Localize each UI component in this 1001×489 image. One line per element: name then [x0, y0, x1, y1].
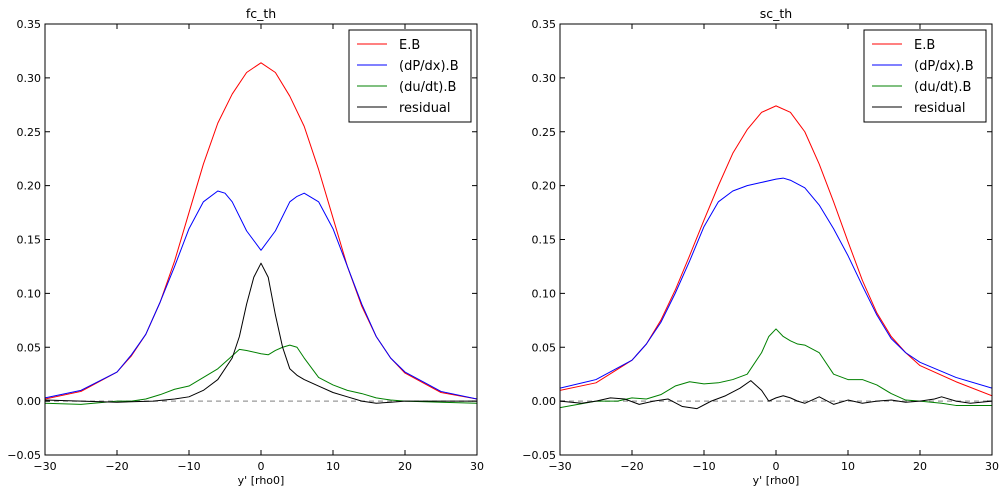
- series-group: [560, 105, 992, 410]
- legend-label: (dP/dx).B: [399, 59, 459, 74]
- y-tick-label: 0.30: [17, 72, 42, 85]
- x-tick-label: 30: [985, 460, 999, 473]
- x-tick-label: 10: [841, 460, 855, 473]
- y-tick-label: 0.00: [532, 395, 557, 408]
- series-line-3: [45, 344, 477, 405]
- x-tick-label: −20: [105, 460, 128, 473]
- y-tick-label: 0.10: [17, 287, 42, 300]
- series-line-4: [560, 380, 992, 410]
- x-tick-label: −20: [620, 460, 643, 473]
- legend-label: (du/dt).B: [399, 80, 456, 95]
- series-line-2: [45, 190, 477, 400]
- y-tick-label: 0.05: [532, 341, 557, 354]
- chart-panel-1: −30 −20 −10 0 10 20 30 −0.05 0.00 0.05 0.10 0.15 0.2…: [7, 6, 484, 487]
- y-tick-label: −0.05: [7, 449, 41, 462]
- y-tick-label: −0.05: [522, 449, 556, 462]
- y-tick-label: 0.15: [17, 234, 42, 247]
- legend: E.B (dP/dx).B (du/dt).B residual: [863, 29, 987, 123]
- legend-label: residual: [399, 101, 451, 116]
- legend-label: (du/dt).B: [914, 80, 971, 95]
- x-tick-label: 0: [258, 460, 265, 473]
- y-tick-label: 0.15: [532, 234, 557, 247]
- y-tick-label: 0.20: [17, 180, 42, 193]
- series-line-4: [45, 262, 477, 404]
- series-group: [45, 62, 477, 405]
- legend-label: (dP/dx).B: [914, 59, 974, 74]
- y-tick-label: 0.25: [17, 126, 42, 139]
- x-tick-label: −30: [33, 460, 56, 473]
- y-tick-label: 0.10: [532, 287, 557, 300]
- x-tick-label: 20: [913, 460, 927, 473]
- x-tick-label: 30: [470, 460, 484, 473]
- chart-title: fc_th: [246, 6, 276, 21]
- x-axis-label: y' [rho0]: [238, 474, 285, 487]
- x-tick-label: −30: [548, 460, 571, 473]
- series-line-1: [560, 105, 992, 397]
- y-tick-label: 0.25: [532, 126, 557, 139]
- x-tick-label: 0: [773, 460, 780, 473]
- x-tick-label: 20: [398, 460, 412, 473]
- chart-panel-2: −30 −20 −10 0 10 20 30 −0.05 0.00 0.05 0.10 0.15 0.2…: [522, 6, 999, 487]
- y-tick-label: 0.35: [532, 18, 557, 31]
- y-tick-label: 0.05: [17, 341, 42, 354]
- x-tick-label: −10: [692, 460, 715, 473]
- y-tick-label: 0.35: [17, 18, 42, 31]
- y-tick-label: 0.20: [532, 180, 557, 193]
- series-line-2: [560, 177, 992, 389]
- legend-label: E.B: [399, 38, 420, 53]
- x-axis-label: y' [rho0]: [753, 474, 800, 487]
- x-tick-label: 10: [326, 460, 340, 473]
- legend: E.B (dP/dx).B (du/dt).B residual: [348, 29, 472, 123]
- chart-title: sc_th: [760, 6, 792, 21]
- legend-label: residual: [914, 101, 966, 116]
- y-tick-label: 0.00: [17, 395, 42, 408]
- y-tick-label: 0.30: [532, 72, 557, 85]
- legend-label: E.B: [914, 38, 935, 53]
- x-tick-label: −10: [177, 460, 200, 473]
- series-line-3: [560, 328, 992, 409]
